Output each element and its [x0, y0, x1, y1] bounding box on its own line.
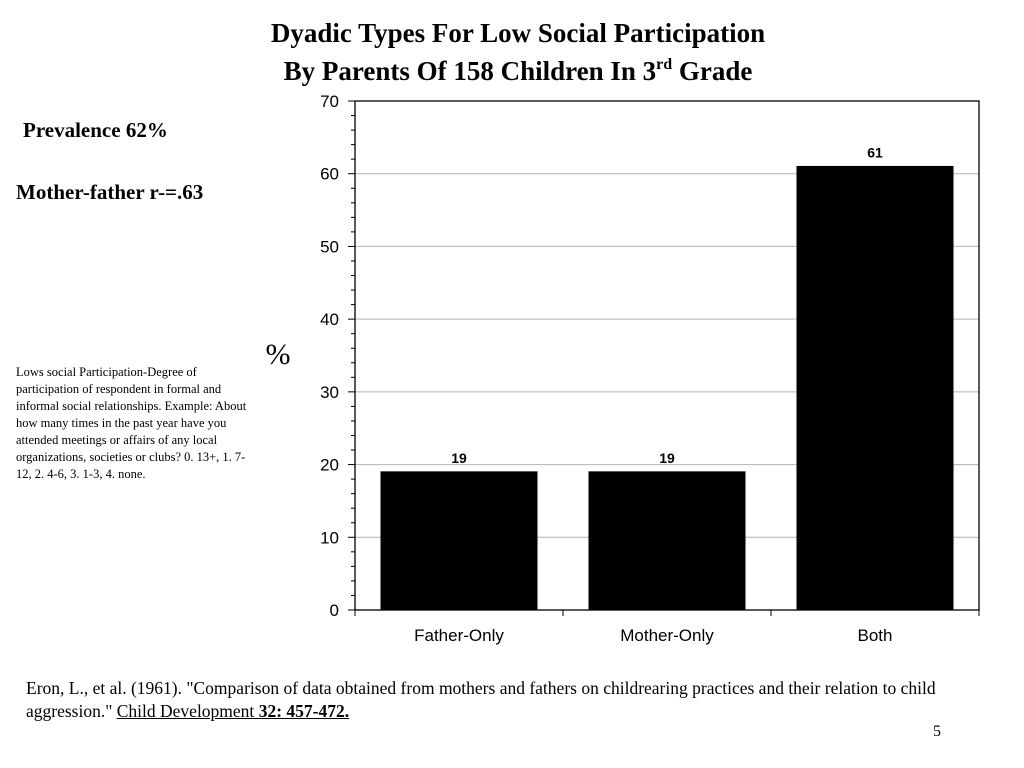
- bars: 19 19 61: [380, 144, 954, 611]
- y-tick-label: 50: [320, 237, 339, 256]
- y-tick-label: 60: [320, 165, 339, 184]
- bar: [796, 165, 954, 611]
- title-line-1: Dyadic Types For Low Social Participatio…: [270, 18, 766, 48]
- definition-note: Lows social Participation-Degree of part…: [16, 365, 247, 481]
- prevalence-text: Prevalence 62%: [23, 118, 168, 142]
- y-axis-label: %: [266, 338, 291, 371]
- data-label: 61: [867, 144, 883, 160]
- x-category-label: Both: [858, 626, 893, 645]
- citation-text: Eron, L., et al. (1961). "Comparison of …: [26, 678, 936, 721]
- citation: Eron, L., et al. (1961). "Comparison of …: [26, 677, 1016, 723]
- title-line-2-suffix: Grade: [672, 56, 753, 86]
- y-tick-label: 40: [320, 310, 339, 329]
- x-category-label: Father-Only: [414, 626, 504, 645]
- bar-chart: 19 19 61 0 10 20 30 40 50 60 70% Father-Only Mother…: [266, 92, 980, 645]
- citation-volume: 32: 457-472.: [254, 701, 350, 721]
- data-label: 19: [659, 450, 675, 466]
- bar: [588, 471, 746, 611]
- title-superscript: rd: [656, 56, 673, 73]
- page-number: 5: [933, 723, 941, 740]
- y-tick-label: 0: [330, 601, 339, 620]
- y-tick-label: 70: [320, 92, 339, 111]
- plot-frame: [354, 100, 980, 611]
- y-tick-label: 30: [320, 383, 339, 402]
- correlation-text: Mother-father r-=.63: [16, 180, 204, 204]
- citation-journal: Child Development: [116, 701, 255, 721]
- title-line-2: By Parents Of 158 Children In 3rd Grade: [0, 52, 1024, 90]
- x-category-label: Mother-Only: [620, 626, 714, 645]
- title-line-2-text: By Parents Of 158 Children In 3: [283, 56, 657, 86]
- y-tick-label: 20: [320, 456, 339, 475]
- y-tick-label: 10: [320, 528, 339, 547]
- axes: 0 10 20 30 40 50 60 70% Father-Only Mother-Only Bo…: [266, 92, 980, 645]
- bar: [380, 471, 538, 611]
- data-label: 19: [451, 450, 467, 466]
- slide-title: Dyadic Types For Low Social Participatio…: [0, 14, 1024, 90]
